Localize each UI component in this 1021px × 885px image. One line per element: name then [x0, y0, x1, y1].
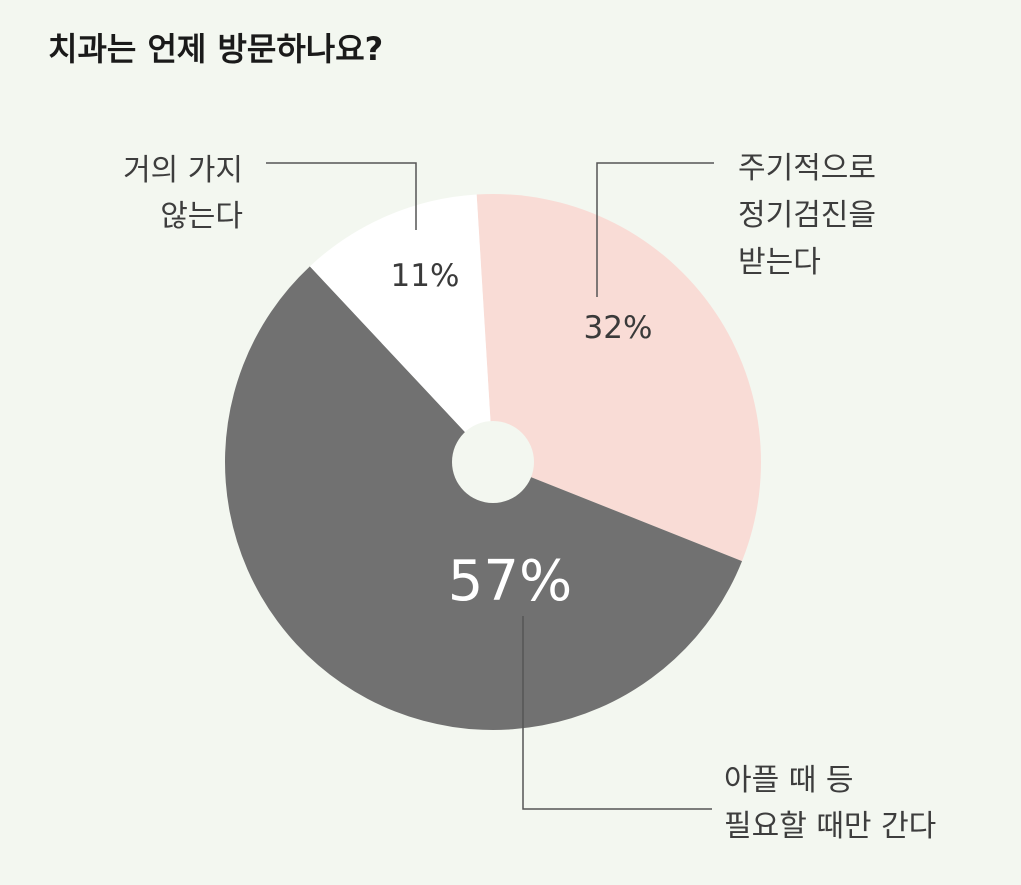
pie-slice-1 — [476, 194, 762, 562]
leader-line-3 — [266, 162, 417, 230]
center-hole — [452, 421, 534, 503]
slice-value-label-2: 57% — [448, 549, 572, 614]
slice-value-label-1: 32% — [584, 310, 653, 346]
pie-slice-3 — [309, 194, 493, 462]
leader-line-2 — [522, 616, 712, 810]
slice-category-label-3-line-1: 거의 가지 — [123, 153, 243, 188]
slice-category-label-1-line-2: 정기검진을 — [738, 198, 876, 233]
slice-category-label-2-line-2: 필요할 때만 간다 — [724, 809, 936, 844]
slice-value-label-3: 11% — [391, 258, 460, 294]
slice-category-label-2-line-1: 아플 때 등 — [724, 763, 853, 798]
chart-title: 치과는 언제 방문하나요? — [48, 30, 383, 68]
slice-category-label-1-line-1: 주기적으로 — [738, 151, 876, 186]
slice-category-label-1-line-3: 받는다 — [738, 245, 821, 280]
leader-lines — [266, 162, 714, 810]
slice-category-label-3-line-2: 않는다 — [160, 199, 243, 234]
leader-line-1 — [596, 162, 714, 297]
